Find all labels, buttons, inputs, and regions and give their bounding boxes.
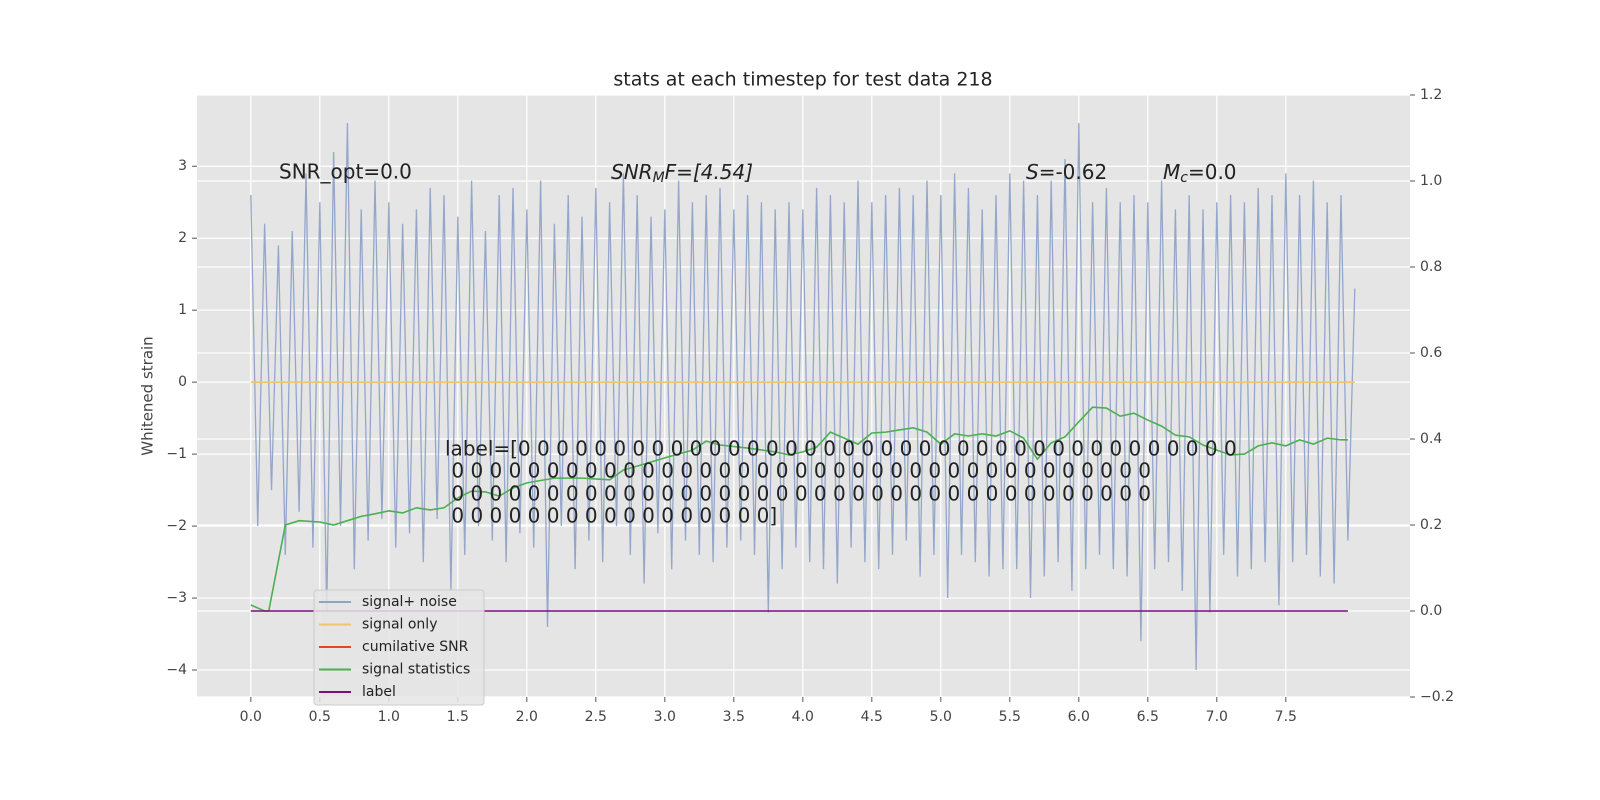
y2-tick-label: 1.0 (1420, 173, 1442, 189)
x-tick-label: 3.0 (654, 709, 676, 725)
series-line (250, 406, 1348, 612)
y-tick-label: 1 (178, 302, 187, 318)
y2-tick-label: 1.2 (1420, 87, 1442, 103)
legend-label: cumilative SNR (362, 639, 469, 655)
label-annotation: 0 0 0 0 0 0 0 0 0 0 0 0 0 0 0 0 0] (445, 504, 777, 528)
legend-label: signal+ noise (362, 594, 457, 610)
y-tick-label: 3 (178, 158, 187, 174)
annotation-part: =-0.62 (1039, 160, 1108, 184)
annotation: Mc=0.0 (1163, 160, 1237, 187)
label-annotation: 0 0 0 0 0 0 0 0 0 0 0 0 0 0 0 0 0 0 0 0 … (445, 459, 1151, 483)
x-tick-label: 4.0 (792, 709, 814, 725)
y-tick-label: 2 (178, 230, 187, 246)
label-annotation: 0 0 0 0 0 0 0 0 0 0 0 0 0 0 0 0 0 0 0 0 … (445, 482, 1151, 506)
x-tick-label: 1.0 (378, 709, 400, 725)
x-tick-label: 2.0 (516, 709, 538, 725)
y2-tick-label: 0.4 (1420, 431, 1442, 447)
x-tick-label: 2.5 (585, 709, 607, 725)
x-tick-label: 7.0 (1206, 709, 1228, 725)
annotations: SNR_opt=0.0 SNRMF=[4.54] S=-0.62 Mc=0.0 … (279, 160, 1237, 528)
legend-label: signal statistics (362, 662, 470, 678)
x-tick-label: 3.5 (723, 709, 745, 725)
annotation: SNRMF=[4.54] (611, 160, 753, 187)
y2-tick-label: 0.0 (1420, 603, 1442, 619)
x-tick-label: 6.5 (1137, 709, 1159, 725)
annotation-sub: M (653, 170, 665, 186)
x-tick-label: 1.5 (447, 709, 469, 725)
x-tick-label: 0.5 (309, 709, 331, 725)
y-tick-label: −2 (166, 518, 187, 534)
y-tick-label: 0 (178, 374, 187, 390)
annotation-sub: c (1180, 170, 1188, 186)
label-annotation: label=[0 0 0 0 0 0 0 0 0 0 0 0 0 0 0 0 0… (445, 437, 1237, 461)
legend-box (313, 589, 485, 706)
chart-title: stats at each timestep for test data 218 (613, 69, 992, 91)
y-tick-label: −3 (166, 590, 187, 606)
legend-label: label (362, 684, 396, 700)
y2-tick-label: −0.2 (1420, 689, 1454, 705)
annotation-part: F=[4.54] (665, 160, 753, 184)
legend-label: signal only (362, 617, 437, 633)
annotation: SNR_opt=0.0 (279, 160, 412, 184)
x-tick-label: 0.0 (240, 709, 262, 725)
y2-tick-label: 0.6 (1420, 345, 1442, 361)
y2-tick-label: 0.8 (1420, 259, 1442, 275)
y2-tick-label: 0.2 (1420, 517, 1442, 533)
series-line (250, 123, 1356, 671)
x-tick-label: 4.5 (861, 709, 883, 725)
annotation: S=-0.62 (1026, 160, 1107, 184)
x-tick-label: 5.5 (999, 709, 1021, 725)
x-tick-label: 6.0 (1068, 709, 1090, 725)
legend: signal+ noise signal only cumilative SNR si… (313, 589, 485, 706)
y-axis-label: Whitened strain (139, 336, 157, 455)
x-tick-label: 7.5 (1275, 709, 1297, 725)
annotation-part: =0.0 (1188, 160, 1237, 184)
annotation-part: M (1163, 160, 1180, 184)
y-tick-label: −1 (166, 446, 187, 462)
annotation-part: SNR (611, 160, 653, 184)
annotation-part: S (1026, 160, 1039, 184)
y-tick-label: −4 (166, 662, 187, 678)
x-tick-label: 5.0 (930, 709, 952, 725)
